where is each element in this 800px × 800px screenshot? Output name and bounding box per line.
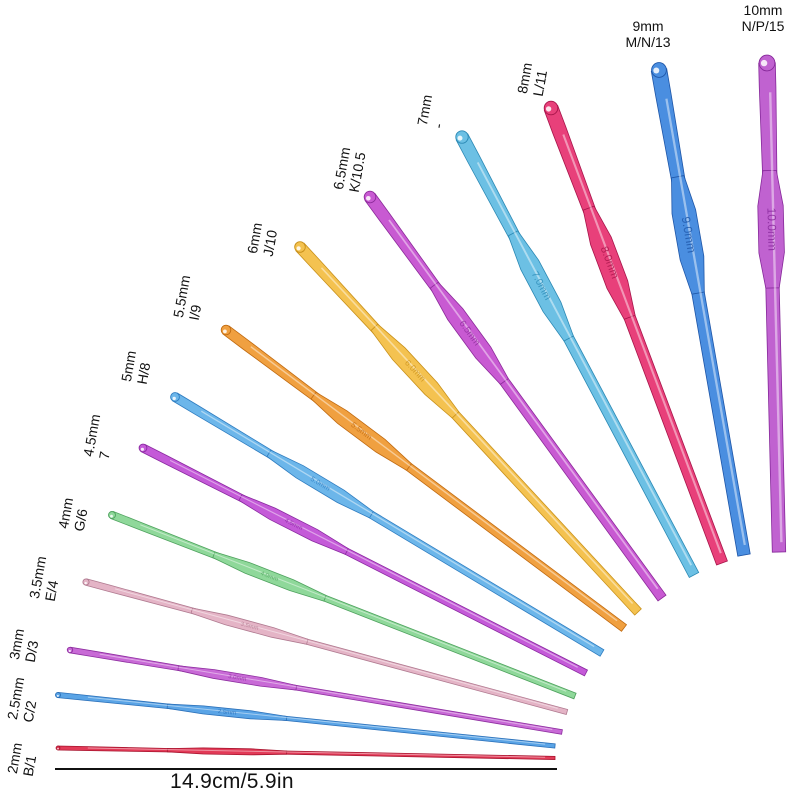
hook-5mm: 5.0mm: [170, 392, 605, 657]
hook-throat: [57, 747, 59, 750]
hook-thumb-rest: [310, 391, 413, 471]
hook-thumb-rest: [177, 665, 298, 691]
hook-engraving: 10.0mm: [764, 207, 779, 251]
measurement-label: 14.9cm/5.9in: [170, 770, 294, 793]
hook-3mm: 3.0mm: [66, 646, 563, 735]
hook-throat: [366, 196, 371, 201]
hook-engraving: 2.5mm: [218, 709, 237, 717]
hook-throat: [140, 447, 144, 451]
hook-highlight: [562, 134, 722, 554]
hook-engraving: 9.0mm: [679, 215, 699, 254]
hook-throat: [760, 59, 768, 67]
hook-engraving: 3.0mm: [228, 674, 247, 683]
label-hook-3mm: 3mm D/3: [6, 627, 43, 663]
hook-throat: [545, 106, 552, 112]
hook-highlight: [87, 747, 546, 758]
hook-9mm: 9.0mm: [650, 62, 751, 557]
hook-throat: [84, 581, 87, 585]
hook-highlight: [140, 524, 567, 692]
hook-thumb-rest: [582, 205, 636, 320]
hook-highlight: [768, 92, 783, 543]
measurement-line: [55, 768, 557, 770]
hook-highlight: [388, 219, 659, 590]
hook-6-5mm: 6.5mm: [363, 190, 667, 602]
hook-thumb-rest: [212, 551, 327, 602]
hook-2mm: [55, 745, 556, 761]
hook-thumb-rest: [166, 703, 288, 721]
hook-4-5mm: 4.5mm: [138, 443, 589, 677]
label-hook-9mm: 9mm M/N/13: [608, 18, 688, 50]
hook-highlight: [99, 653, 553, 730]
hook-highlight: [476, 161, 693, 566]
hook-throat: [457, 135, 463, 141]
hook-throat: [653, 67, 660, 74]
hook-thumb-rest: [238, 494, 349, 555]
hook-highlight: [169, 459, 578, 668]
hook-5-5mm: 5.5mm: [220, 324, 628, 632]
hook-highlight: [87, 696, 546, 745]
label-hook-6mm: 6mm J/10: [244, 221, 281, 257]
label-size-10mm: 10mm: [743, 2, 783, 18]
hook-highlight: [250, 346, 618, 622]
hook-highlight: [114, 588, 558, 709]
hook-highlight: [320, 267, 634, 605]
hook-throat: [56, 694, 59, 697]
hook-thumb-rest: [507, 230, 574, 342]
hook-7mm: 7.0mm: [455, 130, 700, 579]
hook-throat: [223, 329, 227, 334]
hook-4mm: 4.0mm: [108, 510, 577, 700]
hook-thumb-rest: [190, 607, 309, 645]
hook-highlight: [200, 410, 595, 648]
label-hook-8mm: 8mm L/11: [514, 61, 551, 97]
hook-2-5mm: 2.5mm: [55, 691, 556, 749]
hook-thumb-rest: [757, 169, 785, 289]
label-us-9mm: M/N/13: [625, 34, 671, 50]
hook-thumb-rest: [429, 281, 509, 385]
hook-highlight: [665, 98, 746, 546]
hook-10mm: 10.0mm: [757, 54, 787, 553]
label-hook-4mm: 4mm G/6: [55, 496, 92, 532]
hook-thumb-rest: [370, 323, 460, 419]
label-hook-7mm: 7mm -: [414, 93, 451, 129]
label-hook-10mm: 10mm N/P/15: [728, 2, 798, 34]
label-size-9mm: 9mm: [632, 18, 664, 34]
hook-8mm: 8.0mm: [543, 100, 728, 566]
hook-throat: [172, 396, 176, 401]
label-hook-2mm: 2mm B/1: [4, 741, 41, 777]
hook-thumb-rest: [266, 449, 374, 519]
label-us-10mm: N/P/15: [741, 18, 785, 34]
hook-thumb-rest: [671, 175, 705, 295]
hook-thumb-rest: [166, 747, 288, 756]
hook-throat: [68, 649, 71, 653]
hook-shaft: [650, 68, 751, 557]
label-hook-5mm: 5mm H/8: [118, 349, 155, 385]
hook-throat: [110, 514, 113, 518]
hook-3-5mm: 3.5mm: [82, 578, 569, 715]
hook-engraving: 3.5mm: [240, 621, 259, 632]
hook-throat: [296, 246, 301, 251]
